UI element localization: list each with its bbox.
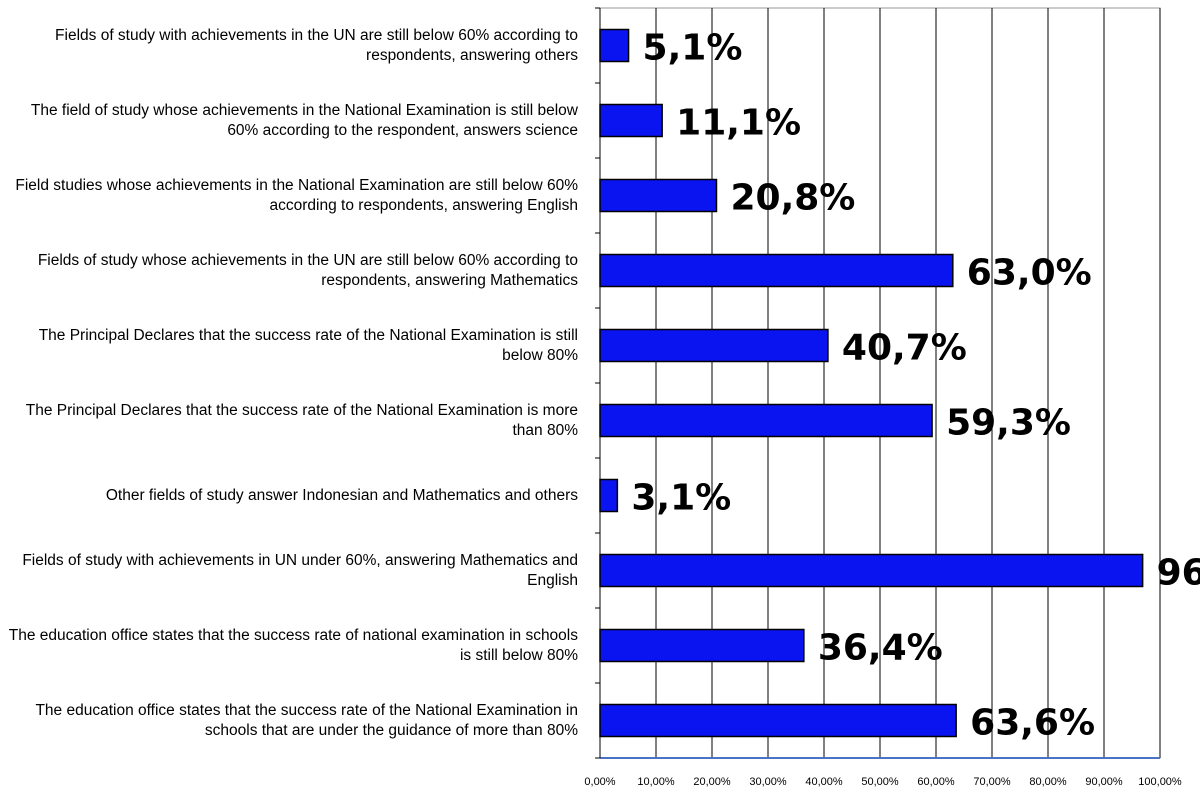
x-tick-label: 30,00%: [749, 776, 787, 788]
y-tick-label: The Principal Declares that the success …: [38, 326, 578, 364]
y-tick-label: The Principal Declares that the success …: [25, 401, 578, 439]
data-label: 63,6%: [970, 703, 1095, 744]
x-tick-label: 0,00%: [584, 776, 615, 788]
data-label: 3,1%: [631, 478, 731, 519]
bar: [599, 553, 1144, 588]
data-label: 96,9%: [1157, 553, 1200, 594]
y-tick-label: Fields of study with achievements in the…: [55, 26, 578, 64]
data-label: 11,1%: [676, 103, 801, 144]
x-tick-label: 70,00%: [973, 776, 1011, 788]
x-tick-label: 50,00%: [861, 776, 899, 788]
data-label: 5,1%: [643, 28, 743, 69]
data-label: 36,4%: [818, 628, 943, 669]
y-tick-label: Other fields of study answer Indonesian …: [105, 486, 578, 504]
y-tick-label: The education office states that the suc…: [8, 626, 578, 664]
bar: [599, 628, 805, 663]
bar: [599, 478, 619, 513]
data-label: 59,3%: [946, 403, 1071, 444]
bar: [599, 253, 954, 288]
y-tick-label: Field studies whose achievements in the …: [15, 176, 578, 214]
x-tick-label: 90,00%: [1085, 776, 1123, 788]
bar: [599, 103, 663, 138]
y-tick-label: Fields of study with achievements in UN …: [22, 551, 578, 589]
bar: [599, 328, 829, 363]
x-tick-label: 80,00%: [1029, 776, 1067, 788]
bar: [599, 703, 957, 738]
bar: [599, 28, 630, 63]
y-tick-label: Fields of study whose achievements in th…: [37, 251, 578, 289]
x-tick-label: 20,00%: [693, 776, 731, 788]
bar: [599, 403, 933, 438]
data-label: 40,7%: [842, 328, 967, 369]
y-tick-label: The field of study whose achievements in…: [30, 101, 578, 139]
x-tick-label: 10,00%: [637, 776, 675, 788]
x-tick-label: 40,00%: [805, 776, 843, 788]
bar: [599, 178, 718, 213]
x-tick-label: 100,00%: [1138, 776, 1182, 788]
data-label: 63,0%: [967, 253, 1092, 294]
y-tick-label: The education office states that the suc…: [35, 701, 578, 739]
x-tick-label: 60,00%: [917, 776, 955, 788]
data-label: 20,8%: [730, 178, 855, 219]
